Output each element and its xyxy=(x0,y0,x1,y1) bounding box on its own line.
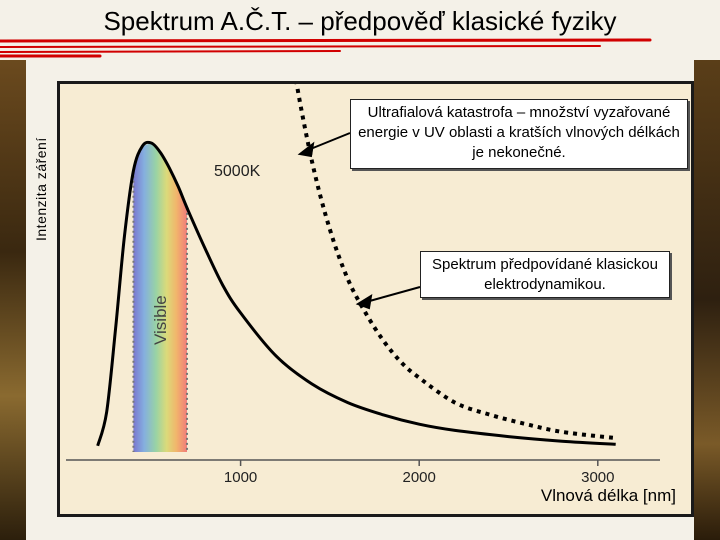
visible-band-label: Visible xyxy=(151,295,170,345)
x-tick-label-2000: 2000 xyxy=(403,469,436,486)
callout-classical-spectrum: Spektrum předpovídané klasickou elektrod… xyxy=(420,251,670,298)
arrow-classic-head xyxy=(355,293,373,310)
arrow-classic-line xyxy=(365,286,421,303)
callout-classical-text: Spektrum předpovídané klasickou elektrod… xyxy=(432,256,658,293)
deco-line-2 xyxy=(0,45,601,48)
callout-uv-catastrophe: Ultrafialová katastrofa – množství vyzař… xyxy=(350,99,688,169)
deco-line-1 xyxy=(0,38,652,43)
background-right-strip xyxy=(694,60,720,540)
x-tick-label-1000: 1000 xyxy=(224,469,257,486)
y-axis-label: Intenzita záření xyxy=(33,137,49,241)
callout-arrows xyxy=(297,132,421,310)
visible-band-fill xyxy=(133,143,187,452)
series-line-rayleigh-jeans xyxy=(294,84,616,441)
slide-title: Spektrum A.Č.T. – předpověď klasické fyz… xyxy=(103,6,617,36)
title-decoration xyxy=(0,38,652,58)
x-ticks: 1000 2000 3000 xyxy=(224,460,614,486)
x-tick-label-3000: 3000 xyxy=(581,469,614,486)
series-line-planck xyxy=(96,140,616,447)
annotation-5000k: 5000K xyxy=(214,163,261,180)
arrow-uv-head xyxy=(297,141,315,158)
deco-line-3 xyxy=(0,50,341,53)
arrow-uv-line xyxy=(307,132,351,151)
x-axis-label: Vlnová délka [nm] xyxy=(540,486,676,505)
background-left-strip xyxy=(0,60,26,540)
callout-uv-text: Ultrafialová katastrofa – množství vyzař… xyxy=(358,104,680,161)
